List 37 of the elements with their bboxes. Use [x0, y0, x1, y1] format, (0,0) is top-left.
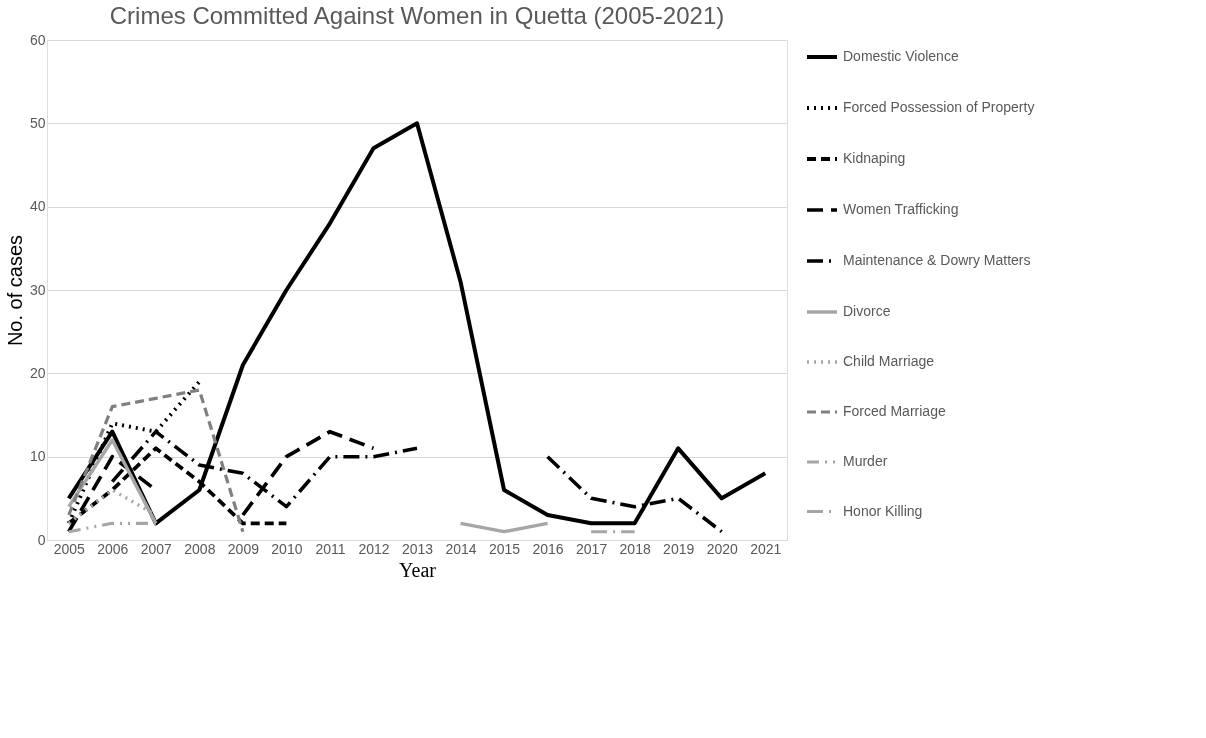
- y-tick-label: 0: [37, 531, 46, 548]
- x-tick-label: 2018: [619, 540, 651, 557]
- legend-label: Forced Possession of Property: [843, 99, 1035, 115]
- x-tick-label: 2011: [315, 540, 346, 557]
- legend-label: Murder: [843, 453, 888, 469]
- legend-label: Maintenance & Dowry Matters: [843, 252, 1031, 268]
- y-tick-label: 30: [29, 281, 46, 298]
- chart-title: Crimes Committed Against Women in Quetta (2005-2021): [109, 2, 725, 29]
- x-tick-label: 2021: [750, 540, 782, 557]
- legend-label: Women Trafficking: [843, 201, 959, 217]
- y-tick-label: 40: [29, 198, 46, 215]
- legend-label: Forced Marriage: [843, 403, 946, 419]
- legend-label: Divorce: [843, 303, 891, 319]
- x-tick-label: 2008: [184, 540, 216, 557]
- x-tick-label: 2007: [140, 540, 173, 557]
- y-tick-label: 10: [29, 448, 46, 465]
- x-tick-label: 2005: [53, 540, 86, 557]
- y-tick-label: 20: [29, 364, 46, 381]
- x-tick-label: 2006: [97, 540, 129, 557]
- x-tick-label: 2020: [706, 540, 738, 557]
- legend-label: Child Marriage: [843, 353, 935, 369]
- x-tick-label: 2015: [488, 540, 521, 557]
- x-tick-label: 2012: [358, 540, 390, 557]
- y-axis-title: No. of cases: [3, 234, 26, 347]
- x-tick-label: 2016: [532, 540, 564, 557]
- x-tick-label: 2009: [227, 540, 260, 557]
- legend-label: Kidnaping: [843, 150, 906, 166]
- x-tick-label: 2019: [663, 540, 695, 557]
- y-tick-label: 50: [29, 114, 46, 131]
- x-tick-label: 2010: [271, 540, 303, 557]
- x-tick-label: 2014: [445, 540, 477, 557]
- x-axis-title: Year: [399, 558, 437, 581]
- legend-label: Honor Killing: [843, 502, 923, 519]
- y-tick-label: 60: [29, 31, 46, 48]
- legend-label: Domestic Violence: [843, 48, 959, 64]
- x-tick-label: 2013: [401, 540, 434, 557]
- x-tick-label: 2017: [576, 540, 608, 557]
